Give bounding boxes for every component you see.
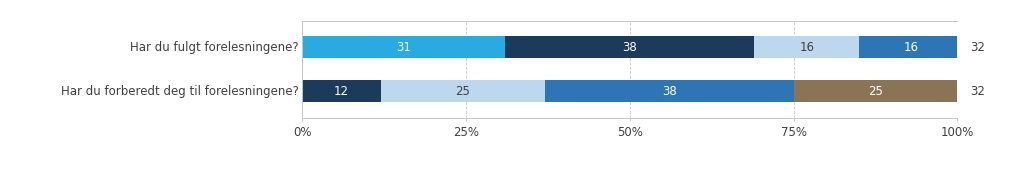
Text: 16: 16 <box>799 41 814 54</box>
Text: 31: 31 <box>396 41 411 54</box>
Text: 16: 16 <box>904 41 920 54</box>
Bar <box>545 80 794 102</box>
Bar <box>859 36 964 58</box>
Text: 25: 25 <box>868 85 883 98</box>
Text: 25: 25 <box>456 85 470 98</box>
Text: Har du forberedt deg til forelesningene?: Har du forberedt deg til forelesningene? <box>61 85 299 98</box>
Text: 38: 38 <box>662 85 677 98</box>
Bar <box>755 36 859 58</box>
Text: 38: 38 <box>623 41 637 54</box>
Text: 12: 12 <box>334 85 349 98</box>
Text: Har du fulgt forelesningene?: Har du fulgt forelesningene? <box>130 41 299 54</box>
Bar <box>381 80 545 102</box>
Bar <box>302 80 381 102</box>
Text: 32: 32 <box>971 85 985 98</box>
Bar <box>505 36 755 58</box>
Text: 32: 32 <box>971 41 985 54</box>
Bar <box>302 36 505 58</box>
Bar <box>794 80 957 102</box>
